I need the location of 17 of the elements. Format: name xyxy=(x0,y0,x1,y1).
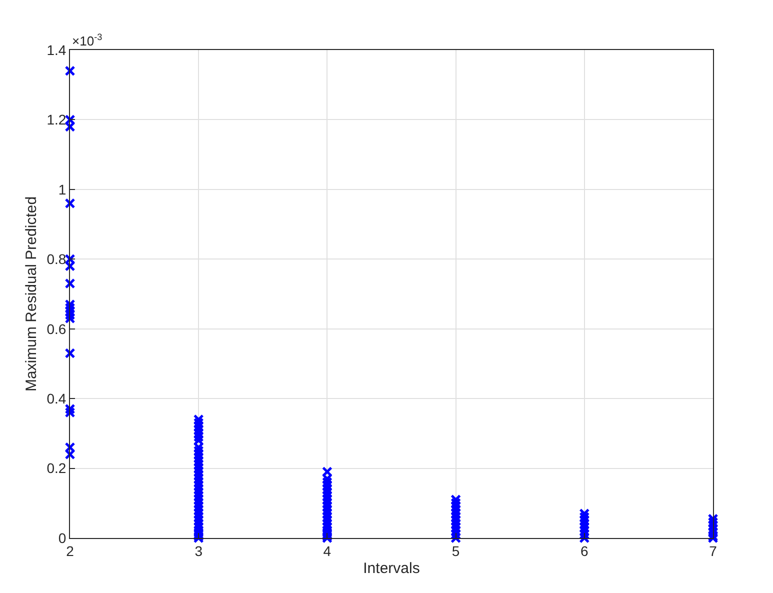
y-tick-label: 0 xyxy=(58,530,66,546)
y-tick-label: 0.2 xyxy=(46,460,66,476)
y-tick-label: 0.4 xyxy=(46,390,66,406)
x-tick-label: 3 xyxy=(194,542,203,559)
y-tick-label: 0.8 xyxy=(46,251,66,268)
y-tick-label: 1 xyxy=(58,181,66,198)
y-tick-label: 1.2 xyxy=(46,112,66,128)
text: ×10$^{-3}$ xyxy=(72,32,102,48)
x-tick-label: 2 xyxy=(66,542,74,559)
y-tick-label: 0.6 xyxy=(46,320,66,337)
y-tick-label: 1.4 xyxy=(46,42,66,58)
x-tick-label: 4 xyxy=(323,542,332,559)
x-tick-label: 6 xyxy=(580,542,588,559)
x-tick-label: 7 xyxy=(709,542,718,559)
x-axis-title: Intervals xyxy=(363,560,420,577)
x-tick-label: 5 xyxy=(452,542,460,559)
y-axis-title: Maximum Residual Predicted xyxy=(22,196,40,392)
